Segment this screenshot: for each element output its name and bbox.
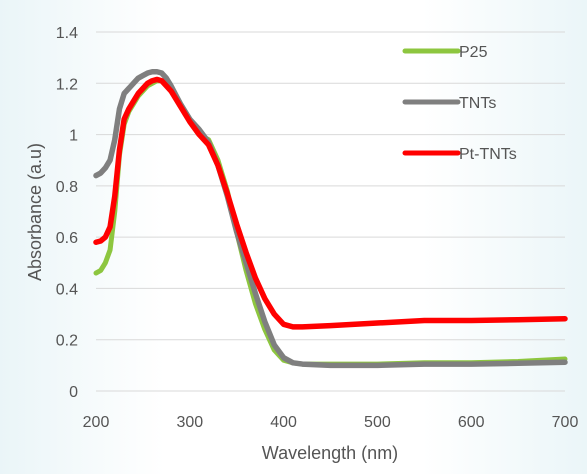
y-tick-label: 0.8 [56,179,78,196]
series-line-pt-tnts [93,76,568,330]
y-tick-label: 1.2 [56,76,78,93]
y-axis-title: Absorbance (a.u) [25,143,45,281]
y-tick-label: 1.4 [56,25,78,42]
y-tick-label: 1 [69,128,78,145]
y-tick-label: 0.6 [56,230,78,247]
grid-layer [96,31,565,392]
y-tick-label: 0.2 [56,333,78,350]
x-tick-label: 200 [83,414,110,431]
y-tick-label: 0.4 [56,281,78,298]
x-tick-label: 700 [552,414,579,431]
legend-label-p25: P25 [459,44,488,61]
series-layer [93,69,568,369]
legend-label-pt-tnts: Pt-TNTs [459,146,517,163]
y-tick-label: 0 [69,384,78,401]
x-tick-label: 500 [364,414,391,431]
legend-layer: P25 TNTs Pt-TNTs [402,44,517,163]
tick-layer: 0 0.2 0.4 0.6 0.8 1 1.2 1.4 200 300 400 500 600 700 [56,25,579,431]
x-tick-label: 600 [458,414,485,431]
legend-label-tnts: TNTs [459,95,496,112]
x-axis-title: Wavelength (nm) [262,443,398,463]
x-tick-label: 300 [176,414,203,431]
x-tick-label: 400 [270,414,297,431]
